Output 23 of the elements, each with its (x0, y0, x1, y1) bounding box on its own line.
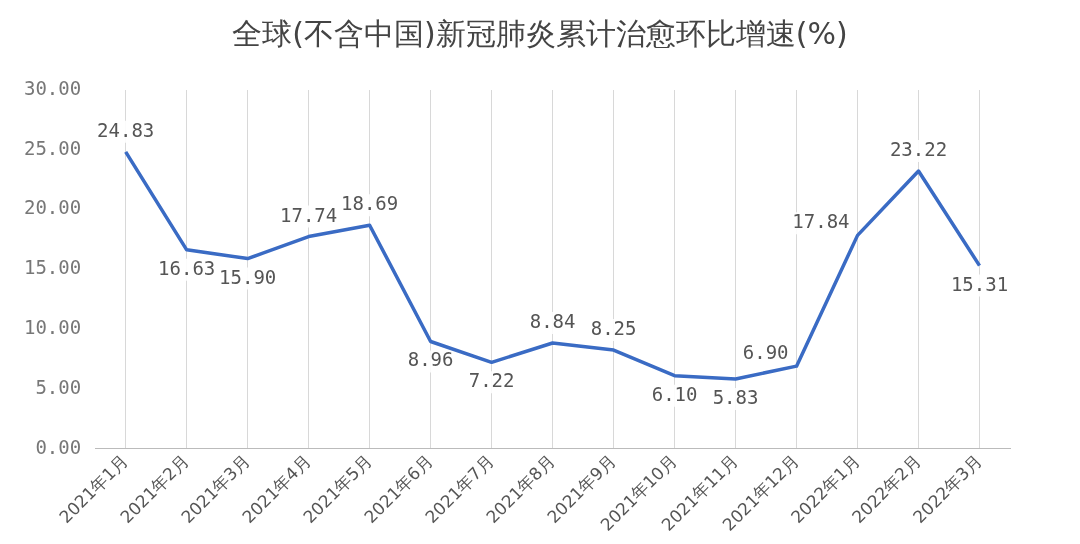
data-label: 24.83 (97, 118, 155, 141)
y-tick-label: 30.00 (23, 76, 82, 99)
y-tick-label: 0.00 (35, 435, 82, 458)
y-tick-label: 5.00 (35, 375, 82, 398)
y-tick-label: 20.00 (23, 196, 82, 219)
data-label: 8.25 (590, 316, 637, 339)
data-label: 18.69 (341, 192, 399, 215)
data-label: 5.83 (712, 385, 759, 408)
data-label: 17.74 (280, 203, 338, 226)
data-label: 6.10 (651, 382, 698, 405)
data-label: 16.63 (158, 256, 216, 279)
data-label: 15.90 (219, 265, 277, 288)
y-tick-label: 10.00 (23, 316, 82, 339)
y-tick-label: 25.00 (23, 136, 82, 159)
data-label: 7.22 (468, 369, 515, 392)
data-label: 8.96 (407, 348, 454, 371)
data-label: 8.84 (529, 309, 576, 332)
data-label: 23.22 (889, 137, 948, 160)
data-label: 17.84 (792, 210, 850, 233)
chart-title: 全球(不含中国)新冠肺炎累计治愈环比增速(%) (231, 15, 849, 53)
data-label: 15.31 (950, 272, 1009, 295)
y-tick-label: 15.00 (23, 256, 82, 279)
data-label: 6.90 (742, 341, 789, 364)
